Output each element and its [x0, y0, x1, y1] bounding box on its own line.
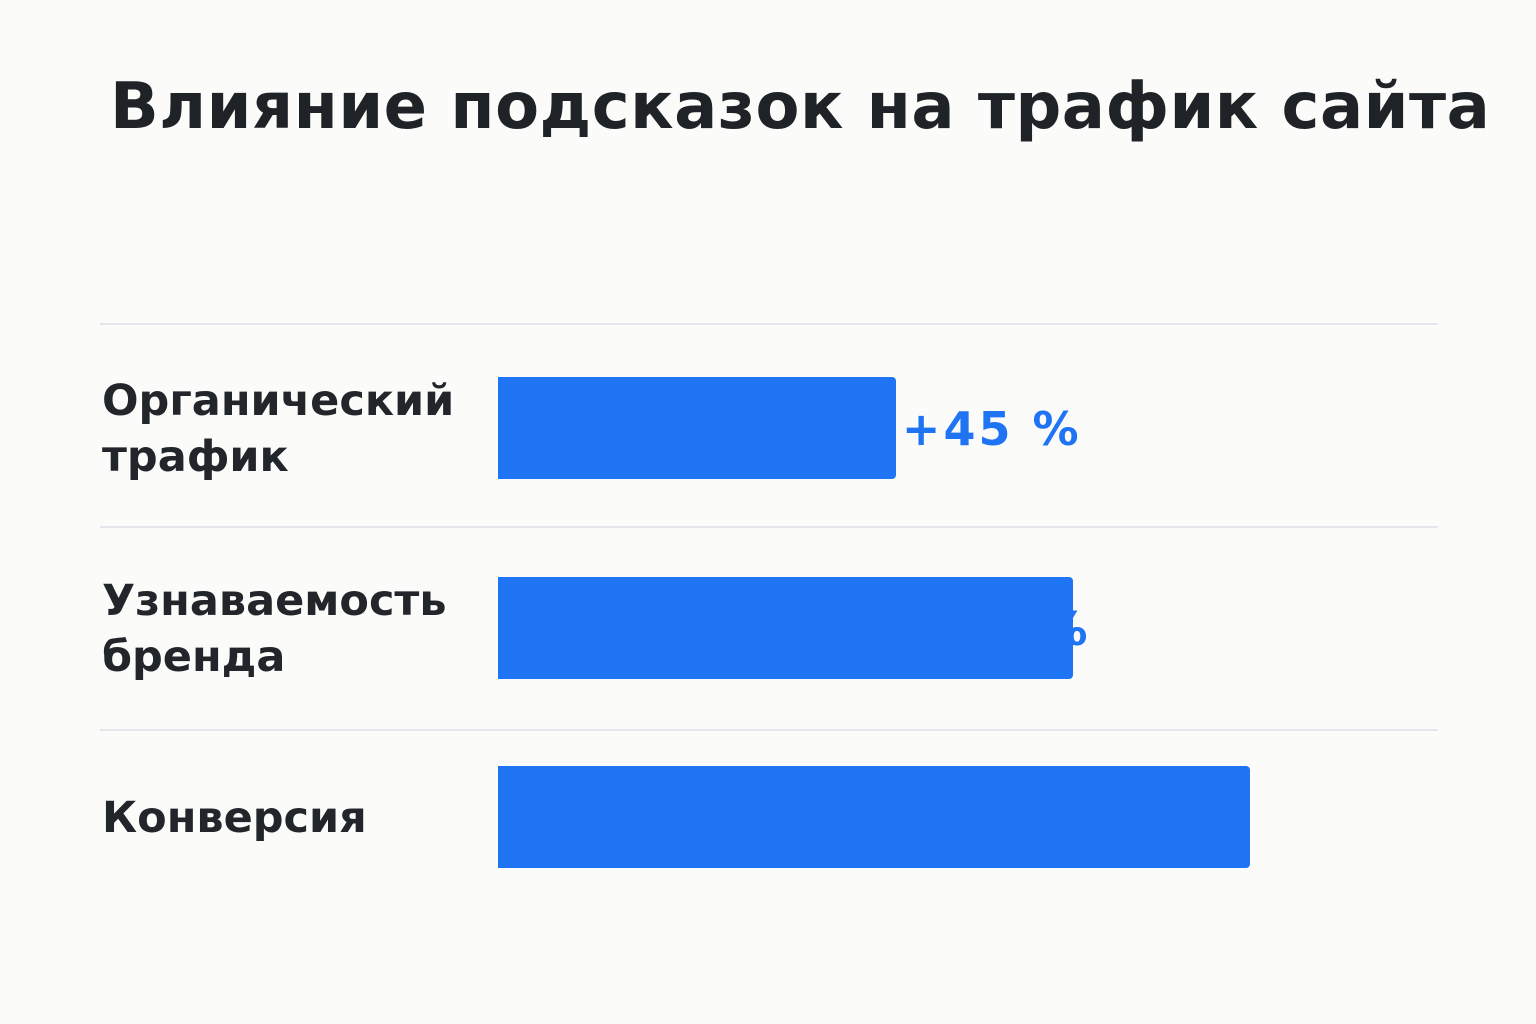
category-label: Узнаваемость бренда — [102, 576, 447, 682]
chart-title: Влияние подсказок на трафик сайта — [110, 70, 1491, 144]
category-label: Конверсия — [102, 793, 367, 843]
bar-row: Конверсия +85 % — [100, 766, 1480, 870]
divider-top — [100, 323, 1438, 325]
bar-row: Органический трафик +45 % — [100, 376, 1480, 482]
value-label: +85 % — [919, 791, 1100, 845]
value-label: +65 % — [910, 602, 1091, 656]
bar — [498, 766, 1251, 868]
category-label: Органический трафик — [102, 376, 455, 482]
divider-2 — [100, 729, 1438, 731]
divider-1 — [100, 526, 1438, 528]
bar — [498, 377, 897, 479]
value-label: +45 % — [901, 402, 1082, 456]
bar-row: Узнаваемость бренда +65 % — [100, 576, 1480, 682]
bar — [498, 577, 1074, 679]
